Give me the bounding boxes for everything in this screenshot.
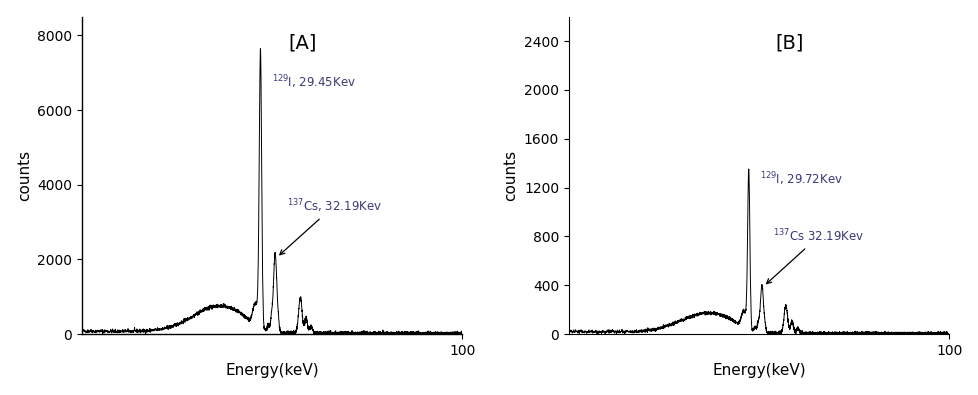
Y-axis label: counts: counts xyxy=(17,150,31,201)
X-axis label: Energy(keV): Energy(keV) xyxy=(711,363,805,378)
Text: $^{137}$Cs 32.19Kev: $^{137}$Cs 32.19Kev xyxy=(766,228,864,284)
X-axis label: Energy(keV): Energy(keV) xyxy=(225,363,319,378)
Text: [B]: [B] xyxy=(775,34,803,53)
Text: $^{137}$Cs, 32.19Kev: $^{137}$Cs, 32.19Kev xyxy=(280,197,381,255)
Text: $^{129}$I, 29.72Kev: $^{129}$I, 29.72Kev xyxy=(759,170,842,188)
Text: $^{129}$I, 29.45Kev: $^{129}$I, 29.45Kev xyxy=(271,74,355,91)
Text: [A]: [A] xyxy=(289,34,317,53)
Y-axis label: counts: counts xyxy=(503,150,517,201)
